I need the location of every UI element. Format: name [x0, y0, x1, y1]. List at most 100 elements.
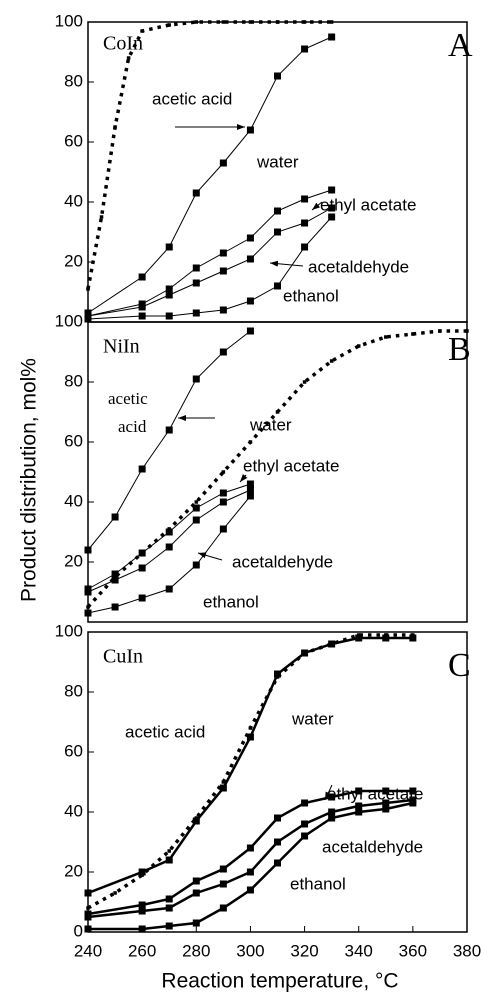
data-point [219, 348, 227, 356]
data-point [221, 470, 226, 474]
data-point [301, 45, 309, 53]
data-point [192, 877, 200, 885]
series-line [88, 801, 414, 931]
data-point [84, 889, 92, 897]
data-point [328, 213, 336, 221]
y-tick-label: 40 [64, 491, 83, 510]
data-point [138, 273, 146, 281]
annotation: A [448, 27, 473, 64]
data-point [167, 23, 171, 27]
data-point [219, 267, 227, 275]
data-point [302, 20, 307, 24]
data-point [84, 588, 92, 596]
data-point [111, 513, 119, 521]
y-tick-label: 100 [55, 11, 83, 30]
y-tick-label: 40 [64, 191, 83, 210]
data-point [138, 549, 146, 557]
x-axis-label: Reaction temperature, °C [161, 970, 398, 993]
data-point [329, 20, 334, 24]
annotation: acetic [108, 389, 148, 408]
data-point [165, 285, 173, 293]
data-point [246, 255, 254, 263]
data-point [301, 243, 309, 251]
data-point [274, 838, 281, 846]
data-point [111, 603, 119, 611]
data-point [274, 814, 281, 822]
data-point [274, 670, 281, 678]
data-point [301, 219, 309, 227]
data-point [246, 868, 254, 876]
data-point [219, 865, 227, 873]
data-point [355, 634, 363, 642]
data-point [302, 380, 307, 384]
data-point [194, 20, 199, 24]
data-point [219, 498, 227, 506]
data-point [111, 570, 119, 578]
x-tick-label: 280 [182, 941, 210, 960]
data-point [192, 189, 200, 197]
data-point [221, 20, 226, 24]
data-point [219, 159, 227, 167]
data-point [140, 29, 144, 33]
annotation: acetic acid [125, 722, 205, 741]
data-point [86, 287, 90, 291]
data-point [165, 243, 173, 251]
data-point [382, 787, 390, 795]
y-tick-label: 20 [64, 861, 83, 880]
x-tick-label: 320 [290, 941, 318, 960]
y-tick-label: 40 [64, 801, 83, 820]
data-point [246, 486, 254, 494]
data-point [409, 634, 417, 642]
x-tick-label: 300 [236, 941, 264, 960]
data-point [248, 726, 253, 730]
arrows [175, 124, 333, 801]
data-point [138, 564, 146, 572]
data-point [192, 504, 200, 512]
data-point [113, 891, 117, 895]
annotation: acetaldehyde [322, 837, 423, 856]
data-point [194, 500, 199, 504]
data-point [138, 465, 146, 473]
data-point [219, 525, 227, 533]
plot-frame [87, 321, 468, 623]
data-point [113, 125, 117, 129]
annotation: ethanol [290, 874, 346, 893]
data-point [409, 787, 417, 795]
data-point [411, 332, 415, 336]
y-tick-label: 100 [55, 311, 83, 330]
annotation: C [448, 647, 471, 684]
y-tick-label: 60 [64, 131, 83, 150]
arrow [311, 201, 323, 211]
data-point [355, 802, 363, 810]
data-point [167, 849, 171, 853]
data-point [382, 805, 390, 813]
data-point [246, 480, 254, 488]
data-point [328, 186, 336, 194]
series-line [86, 20, 332, 290]
arrow [239, 473, 248, 483]
data-point [246, 886, 254, 894]
annotation: ethanol [283, 286, 339, 305]
data-point [219, 306, 227, 314]
data-point [301, 799, 309, 807]
data-point [84, 315, 92, 323]
data-point [382, 634, 390, 642]
annotation: water [256, 152, 299, 171]
data-point [301, 649, 309, 657]
data-point [192, 375, 200, 383]
data-point [246, 492, 254, 500]
annotation: water [291, 709, 334, 728]
data-point [248, 20, 253, 24]
data-point [219, 784, 227, 792]
data-point [165, 895, 173, 903]
data-point [192, 264, 200, 272]
data-point [274, 282, 281, 290]
annotation: acetic acid [152, 89, 232, 108]
y-tick-label: 60 [64, 431, 83, 450]
data-point [275, 20, 280, 24]
data-point [274, 859, 281, 867]
data-point [274, 207, 281, 215]
data-point [192, 309, 200, 317]
data-point [84, 546, 92, 554]
